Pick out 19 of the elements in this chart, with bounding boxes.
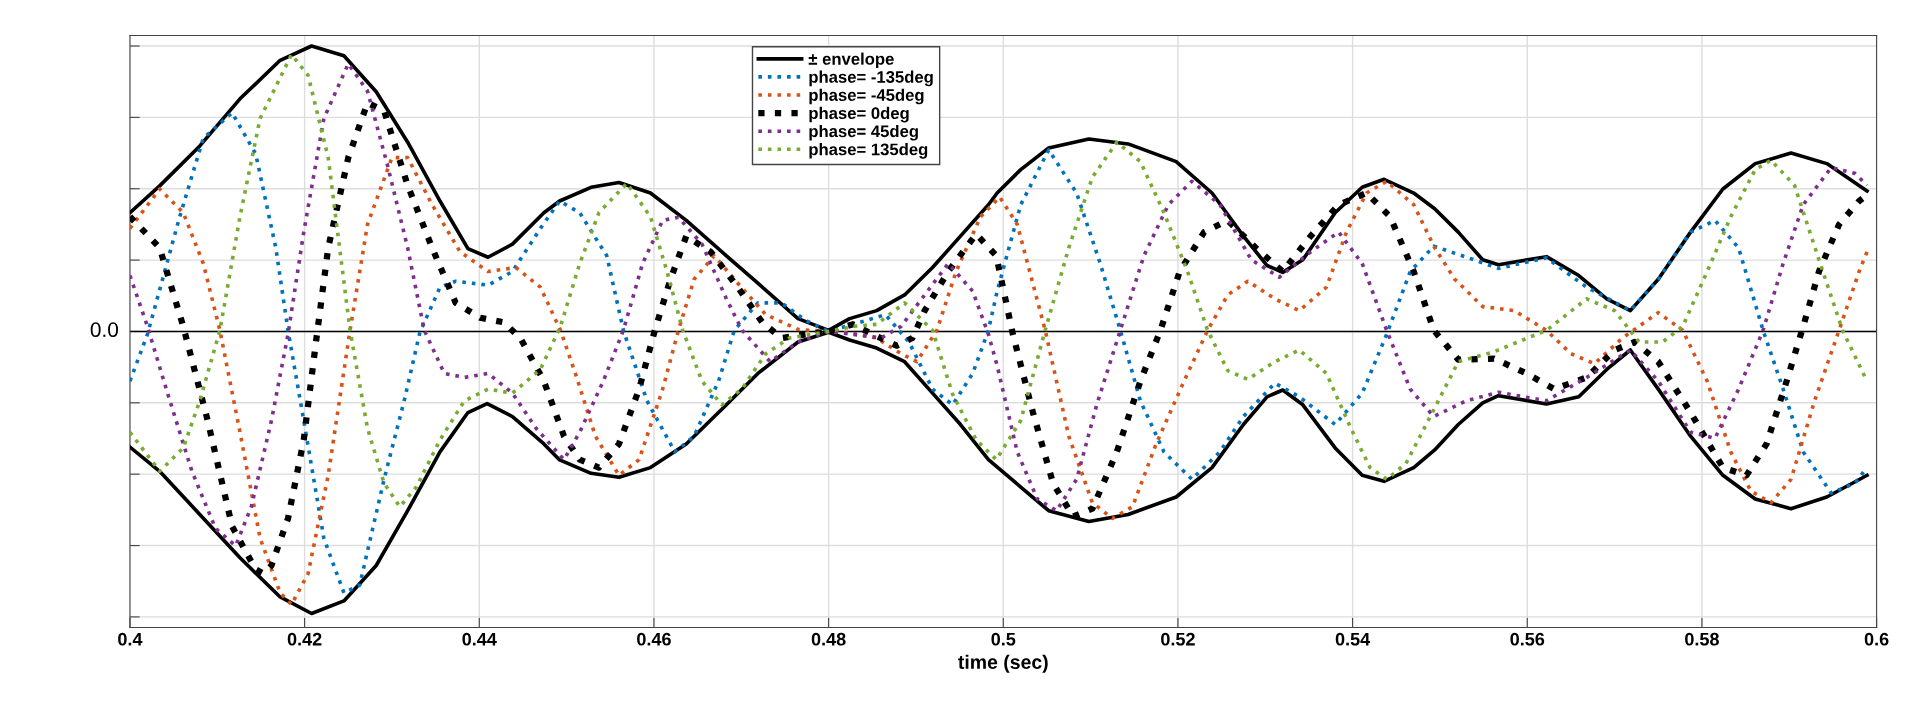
x-tick-label: 0.4 [118, 632, 143, 646]
legend-label: phase= 0deg [809, 106, 909, 123]
x-tick-label: 0.48 [811, 632, 846, 646]
x-tick-label: 0.5 [991, 632, 1016, 646]
legend-label: phase= -45deg [809, 88, 924, 105]
x-tick-label: 0.6 [1864, 632, 1889, 646]
x-tick-label: 0.54 [1335, 632, 1371, 646]
x-tick-label: 0.58 [1685, 632, 1719, 646]
x-tick-label: 0.52 [1161, 632, 1195, 646]
x-tick-label: 0.46 [637, 632, 671, 646]
legend-label: phase= -135deg [809, 70, 933, 87]
legend-label: phase= 135deg [809, 143, 928, 159]
x-tick-label: 0.44 [462, 632, 497, 646]
legend-label: ± envelope [808, 52, 894, 69]
x-tick-label: 0.56 [1510, 632, 1545, 646]
x-tick-label: 0.42 [287, 632, 322, 646]
legend-label: phase= 45deg [809, 124, 918, 141]
x-axis-title: time (sec) [958, 654, 1048, 673]
ref-line-label: 0.0 [90, 322, 119, 338]
